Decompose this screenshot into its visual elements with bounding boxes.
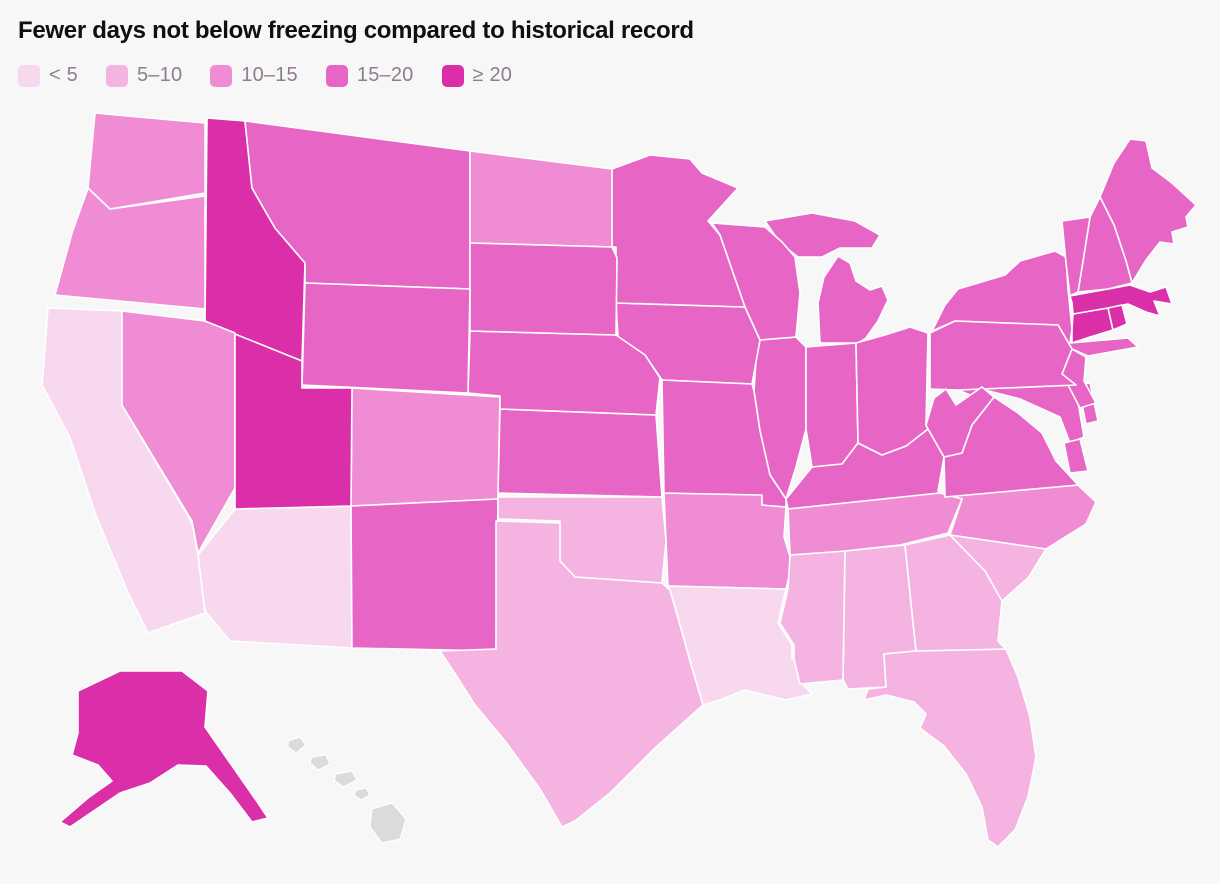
legend-swatch-10-15 — [210, 64, 233, 87]
state-pennsylvania — [929, 320, 1077, 391]
state-virginia — [943, 396, 1089, 498]
state-vermont — [1061, 216, 1091, 297]
legend-label-5-10: 5–10 — [136, 64, 183, 86]
state-ohio — [855, 326, 929, 456]
state-south-carolina — [949, 534, 1047, 602]
state-north-dakota — [469, 150, 613, 248]
state-wisconsin — [711, 222, 801, 341]
state-colorado — [350, 387, 501, 507]
state-alaska — [59, 670, 269, 828]
legend-item-5-10: 5–10 — [105, 64, 183, 87]
legend-swatch-5-10 — [105, 64, 128, 87]
legend-label-15-20: 15–20 — [356, 64, 414, 86]
state-new-mexico — [350, 498, 499, 652]
state-minnesota — [611, 154, 746, 308]
chart-title: Fewer days not below freezing compared t… — [18, 17, 694, 44]
hawaii-island — [369, 802, 407, 844]
hawaii-island — [333, 770, 358, 788]
state-kansas — [497, 408, 663, 498]
us-choropleth-map — [41, 112, 1197, 848]
map-container — [0, 93, 1220, 868]
legend: < 5 5–10 10–15 15–20 ≥ 20 — [0, 46, 1220, 93]
legend-swatch-15-20 — [325, 64, 348, 87]
hawaii-island — [353, 787, 371, 801]
state-indiana — [805, 342, 859, 468]
state-massachusetts — [1069, 284, 1173, 317]
state-nebraska — [467, 330, 661, 416]
us-map-states — [41, 112, 1197, 848]
legend-label-10-15: 10–15 — [241, 64, 298, 86]
state-arkansas — [663, 492, 793, 590]
legend-swatch-lt-5 — [18, 64, 40, 87]
hawaii-island — [309, 754, 331, 771]
legend-label-lt-5: < 5 — [49, 64, 78, 86]
legend-item-10-15: 10–15 — [210, 64, 298, 87]
legend-item-15-20: 15–20 — [325, 64, 414, 87]
state-west-virginia — [925, 386, 995, 458]
state-tennessee — [787, 492, 963, 556]
state-washington — [87, 112, 206, 210]
state-wyoming — [301, 282, 471, 394]
state-florida — [863, 648, 1037, 848]
state-rhode-island — [1107, 304, 1128, 331]
legend-item-gte-20: ≥ 20 — [441, 64, 513, 87]
hawaii-no-data-islands — [287, 736, 407, 844]
state-arizona — [197, 505, 353, 649]
hawaii-island — [287, 736, 307, 754]
state-mississippi — [779, 550, 846, 685]
state-missouri — [661, 379, 787, 508]
legend-swatch-gte-20 — [441, 64, 464, 87]
chart-header: Fewer days not below freezing compared t… — [0, 0, 1220, 46]
state-nevada — [121, 310, 236, 554]
legend-label-gte-20: ≥ 20 — [472, 64, 513, 86]
state-south-dakota — [469, 242, 618, 336]
state-texas — [439, 520, 704, 828]
legend-item-lt-5: < 5 — [18, 64, 78, 87]
